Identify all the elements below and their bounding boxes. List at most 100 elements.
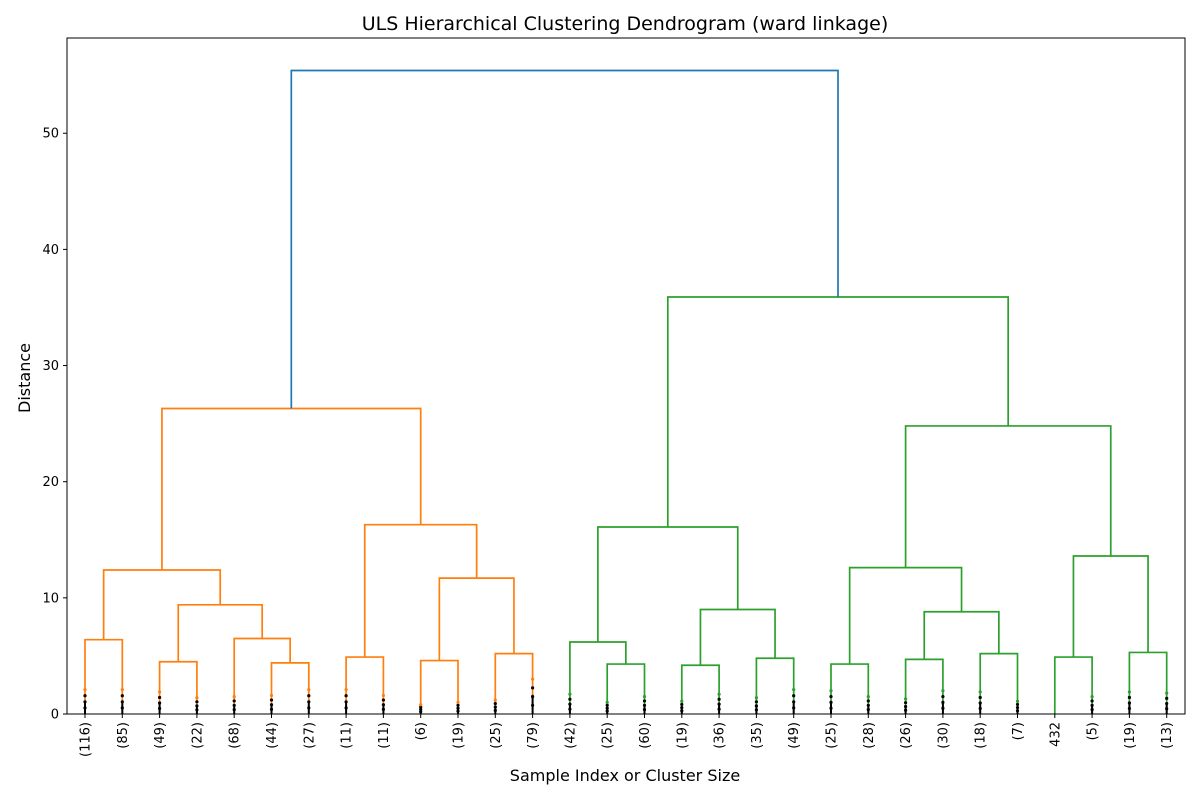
leaf-dot [941, 694, 945, 699]
leaf-label: (11) [377, 722, 392, 749]
leaf-dot [568, 692, 572, 696]
dendrogram-link-A1 [84, 638, 124, 714]
leaf-dot [866, 699, 870, 703]
leaf-dot [1127, 701, 1131, 705]
leaf-dot [344, 688, 348, 692]
leaf-label: (19) [675, 722, 690, 749]
leaf-dot [605, 706, 609, 710]
dendrogram-link-A10 [438, 577, 515, 661]
leaf-label: (42) [563, 722, 578, 749]
leaf-label: (49) [153, 722, 168, 749]
leaf-label: (30) [936, 722, 951, 749]
dendrogram-link-A11 [363, 523, 478, 658]
leaf-dot [829, 706, 833, 710]
y-tick-label: 30 [42, 359, 59, 374]
leaf-dot [680, 699, 684, 703]
dendrogram-link-A4 [233, 637, 291, 714]
dendrogram-link-B8 [904, 658, 944, 714]
leaf-dot [307, 700, 311, 704]
leaf-dot [754, 704, 759, 708]
leaf-dot [493, 708, 497, 713]
leaf-dot [158, 706, 162, 711]
leaf-dot [456, 709, 460, 713]
leaf-dot [754, 700, 759, 704]
leaf-label: (13) [1160, 722, 1175, 749]
y-axis-label: Distance [15, 343, 34, 413]
leaf-dot [232, 703, 236, 707]
leaf-dots [83, 677, 1169, 714]
leaf-dot [195, 696, 199, 700]
leaf-dot [195, 704, 199, 708]
leaf-dot [792, 688, 796, 692]
dendrogram-link-B7 [830, 663, 870, 714]
leaf-dot [978, 701, 982, 705]
leaf-dot [1165, 696, 1169, 700]
leaf-dot [1090, 703, 1094, 707]
leaf-label: (44) [265, 722, 280, 749]
leaf-label: (25) [601, 722, 616, 749]
dendrogram-link-A9 [494, 652, 534, 714]
leaf-dot [792, 706, 796, 710]
leaf-dot [83, 694, 87, 698]
leaf-label: (19) [452, 722, 467, 749]
leaf-dot [829, 694, 833, 699]
leaf-dot [120, 688, 124, 692]
leaf-dot [531, 694, 535, 699]
leaf-dot [456, 700, 460, 704]
leaf-dot [792, 700, 796, 704]
leaf-label: (36) [713, 722, 728, 749]
leaf-dot [195, 708, 199, 712]
leaf-dot [344, 706, 348, 710]
leaf-dot [1015, 702, 1020, 707]
leaf-dot [531, 686, 535, 690]
leaf-label: (25) [489, 722, 504, 749]
leaf-dot [1127, 706, 1131, 711]
leaf-dot [866, 708, 870, 712]
leaf-dot [642, 699, 647, 703]
leaf-dot [941, 689, 945, 693]
leaf-dot [978, 690, 982, 694]
leaf-label: (22) [190, 722, 205, 749]
leaf-dot [456, 703, 460, 707]
leaf-label: (26) [899, 722, 914, 749]
dendrogram-link-B1 [606, 663, 646, 714]
leaf-dot [1127, 690, 1131, 694]
y-tick-label: 0 [51, 708, 59, 723]
dendrogram-link-B13 [1128, 651, 1168, 714]
plot-frame [66, 37, 1186, 715]
leaf-label: (35) [750, 722, 765, 749]
dendrogram-link-A5 [177, 603, 264, 662]
leaf-dot [1090, 699, 1094, 703]
dendrogram-link-A3 [270, 662, 310, 714]
y-axis-ticks: 0 10 20 30 40 50 [42, 127, 67, 723]
leaf-dot [904, 697, 908, 701]
leaf-dot [829, 700, 833, 704]
leaf-dot [307, 706, 311, 710]
leaf-dot [866, 694, 870, 699]
leaf-dot [642, 703, 647, 707]
leaf-dot [456, 706, 460, 710]
leaf-dot [419, 707, 423, 711]
leaf-dot [195, 700, 199, 704]
leaf-label: (49) [787, 722, 802, 749]
leaf-dot [531, 703, 535, 707]
leaf-dot [158, 701, 162, 705]
leaf-dot [381, 698, 385, 702]
x-axis-label: Sample Index or Cluster Size [510, 766, 740, 785]
y-tick-label: 20 [42, 475, 59, 490]
leaf-dot [605, 709, 609, 713]
dendrogram-links [84, 69, 1168, 714]
leaf-dot [419, 710, 423, 714]
leaf-dot [1015, 709, 1020, 713]
y-tick-label: 50 [42, 127, 59, 142]
leaf-dot [344, 700, 348, 704]
leaf-dot [904, 701, 908, 705]
leaf-dot [568, 707, 572, 711]
dendrogram-link-A6 [102, 569, 222, 640]
leaf-dot [83, 706, 87, 710]
leaf-dot [269, 703, 274, 707]
leaf-dot [680, 702, 684, 707]
leaf-dot [904, 708, 908, 712]
leaf-dot [717, 707, 721, 711]
